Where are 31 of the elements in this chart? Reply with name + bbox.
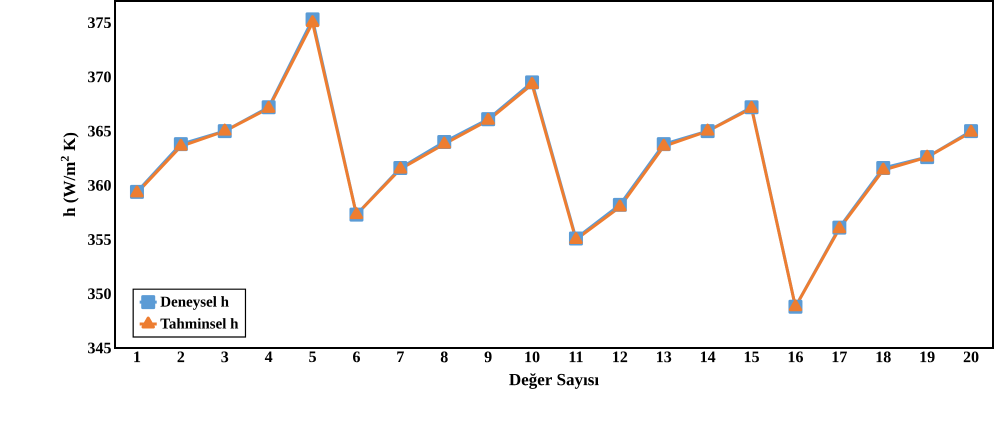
y-tick-label: 355	[88, 234, 111, 245]
x-tick-label: 3	[221, 352, 228, 362]
y-tick-label: 375	[88, 17, 111, 28]
x-tick-label: 4	[264, 352, 272, 362]
x-tick-label: 18	[876, 352, 891, 362]
x-tick-label: 2	[178, 352, 184, 362]
x-tick-label: 20	[964, 352, 978, 362]
x-tick-label: 6	[353, 352, 360, 362]
legend-label: Deneysel h	[160, 296, 229, 310]
x-tick-label: 11	[570, 352, 583, 362]
y-tick-label: 370	[88, 72, 111, 82]
x-tick-label: 14	[700, 352, 716, 362]
x-tick-label: 9	[484, 352, 492, 362]
y-axis-title: h (W/m$^{2}$ K)	[60, 132, 79, 216]
y-tick-label: 345	[88, 342, 111, 354]
x-tick-label: 12	[613, 352, 628, 362]
x-tick-label: 16	[788, 352, 803, 362]
x-tick-label: 5	[309, 352, 316, 362]
x-tick-label: 17	[832, 352, 847, 362]
x-tick-label: 19	[920, 352, 935, 362]
y-tick-label: 350	[88, 288, 111, 300]
legend-label: Tahminsel h	[160, 318, 238, 329]
x-axis-title: Değer Sayısı	[509, 373, 599, 389]
x-tick-label: 8	[440, 352, 448, 362]
x-tick-label: 13	[657, 352, 672, 362]
x-tick-label: 10	[525, 352, 540, 362]
y-tick-label: 360	[88, 180, 111, 191]
y-tick-label: 365	[88, 126, 111, 136]
x-tick-label: 7	[397, 352, 404, 362]
x-tick-label: 1	[134, 352, 140, 362]
x-tick-label: 15	[744, 352, 759, 362]
